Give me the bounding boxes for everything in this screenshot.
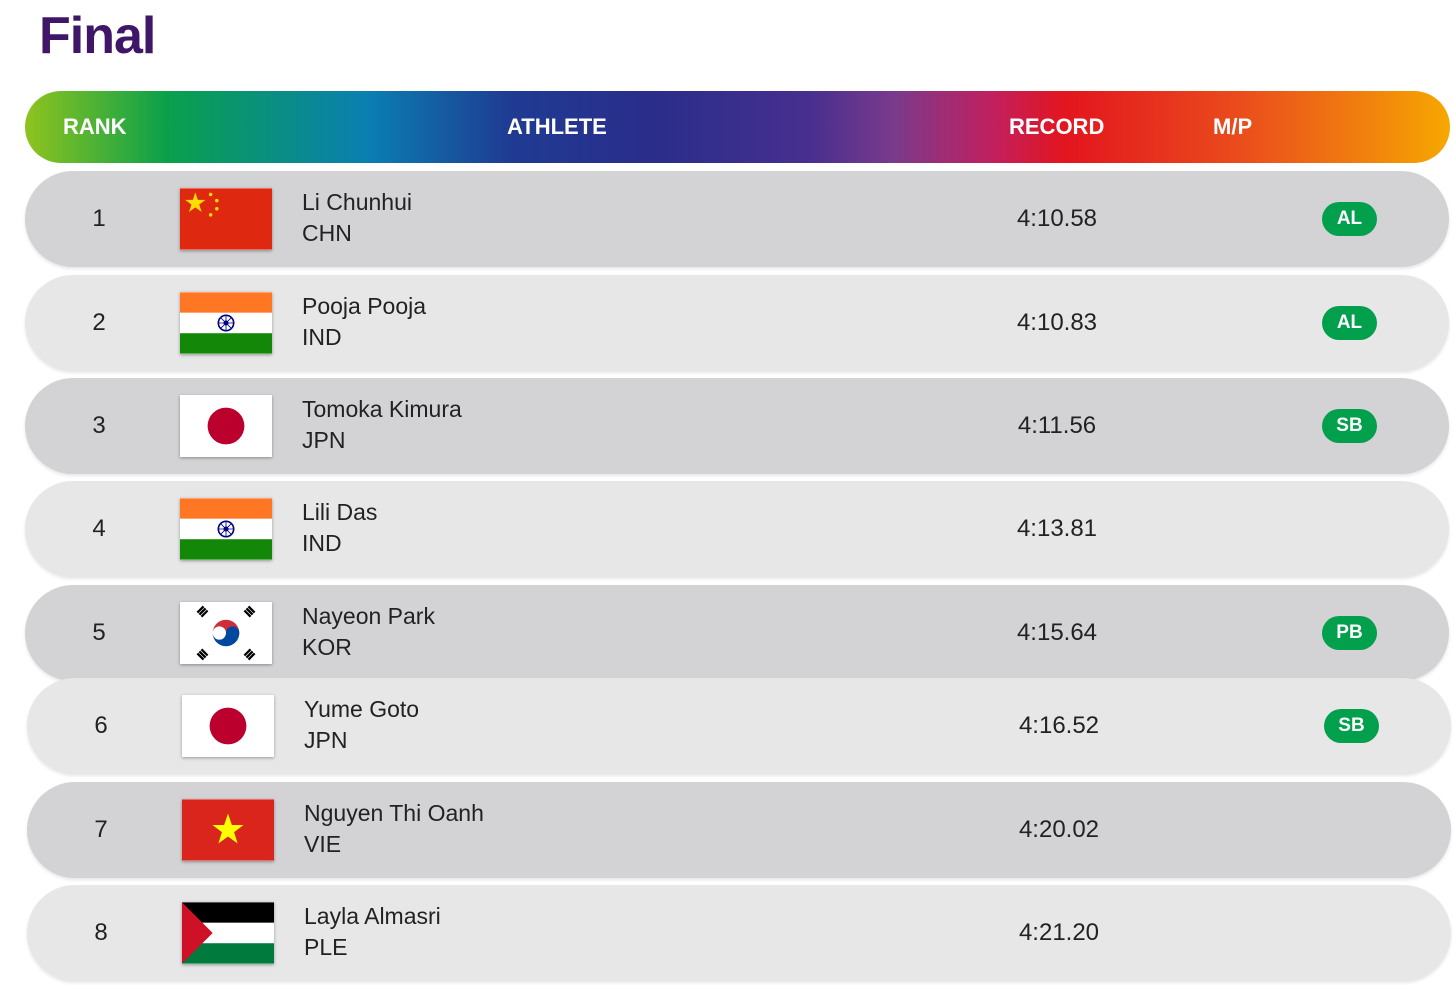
record-cell: 4:20.02	[1018, 816, 1100, 843]
result-row[interactable]: 6 Yume Goto JPN 4:16.52 SB	[27, 678, 1451, 774]
record-cell: 4:16.52	[1018, 712, 1100, 739]
column-header-record[interactable]: RECORD	[1009, 114, 1105, 139]
athlete-name[interactable]: Tomoka Kimura	[302, 396, 462, 422]
page-title: Final	[39, 7, 156, 65]
result-row[interactable]: 4 Lili Das IND 4:13.81	[25, 481, 1449, 577]
results-table-header: RANK ATHLETE RECORD M/P	[25, 91, 1450, 163]
athlete-name[interactable]: Lili Das	[302, 499, 378, 525]
record-cell: 4:10.58	[1016, 205, 1098, 232]
record-cell: 4:13.81	[1016, 515, 1098, 542]
result-row[interactable]: 2 Pooja Pooja IND 4:10.83 AL	[25, 275, 1449, 371]
record-cell: 4:15.64	[1016, 619, 1098, 646]
rank-cell: 8	[94, 919, 108, 946]
rank-cell: 5	[92, 619, 106, 646]
korea-flag-icon	[180, 602, 272, 664]
japan-flag-icon	[182, 695, 274, 757]
rank-cell: 1	[92, 205, 106, 232]
athlete-country: KOR	[302, 634, 352, 660]
column-header-athlete[interactable]: ATHLETE	[507, 114, 607, 139]
athlete-name[interactable]: Nguyen Thi Oanh	[304, 800, 484, 826]
athlete-country: JPN	[302, 427, 346, 453]
india-flag-icon	[180, 498, 272, 560]
athlete-name[interactable]: Pooja Pooja	[302, 293, 427, 319]
column-header-rank[interactable]: RANK	[63, 114, 127, 139]
vietnam-flag-icon	[182, 799, 274, 861]
athlete-name[interactable]: Layla Almasri	[304, 903, 441, 929]
athlete-name[interactable]: Li Chunhui	[302, 189, 412, 215]
rank-cell: 6	[94, 712, 108, 739]
china-flag-icon	[180, 188, 272, 250]
result-row[interactable]: 7 Nguyen Thi Oanh VIE 4:20.02	[27, 782, 1451, 878]
mp-badge: AL	[1322, 202, 1377, 236]
rank-cell: 3	[92, 412, 106, 439]
rank-cell: 7	[94, 816, 108, 843]
result-row[interactable]: 5 Nayeon Park KOR 4:15.64 PB	[25, 585, 1449, 681]
mp-badge: PB	[1322, 616, 1377, 650]
mp-badge: AL	[1322, 306, 1377, 340]
record-cell: 4:21.20	[1018, 919, 1100, 946]
rank-cell: 4	[92, 515, 106, 542]
athlete-country: VIE	[304, 831, 342, 857]
result-row[interactable]: 3 Tomoka Kimura JPN 4:11.56 SB	[25, 378, 1449, 474]
column-header-mp[interactable]: M/P	[1213, 114, 1253, 139]
athlete-country: PLE	[304, 934, 348, 960]
record-cell: 4:10.83	[1016, 309, 1098, 336]
athlete-name[interactable]: Yume Goto	[304, 696, 420, 722]
athlete-name[interactable]: Nayeon Park	[302, 603, 435, 629]
athlete-country: JPN	[304, 727, 348, 753]
rank-cell: 2	[92, 309, 106, 336]
palestine-flag-icon	[182, 902, 274, 964]
mp-badge: SB	[1322, 409, 1377, 443]
athlete-country: IND	[302, 324, 342, 350]
japan-flag-icon	[180, 395, 272, 457]
athlete-country: CHN	[302, 220, 352, 246]
india-flag-icon	[180, 292, 272, 354]
mp-badge: SB	[1324, 709, 1379, 743]
result-row[interactable]: 8 Layla Almasri PLE 4:21.20	[27, 885, 1451, 981]
athlete-country: IND	[302, 530, 342, 556]
result-row[interactable]: 1 Li Chunhui CHN 4:10.58 AL	[25, 171, 1449, 267]
record-cell: 4:11.56	[1017, 412, 1097, 439]
